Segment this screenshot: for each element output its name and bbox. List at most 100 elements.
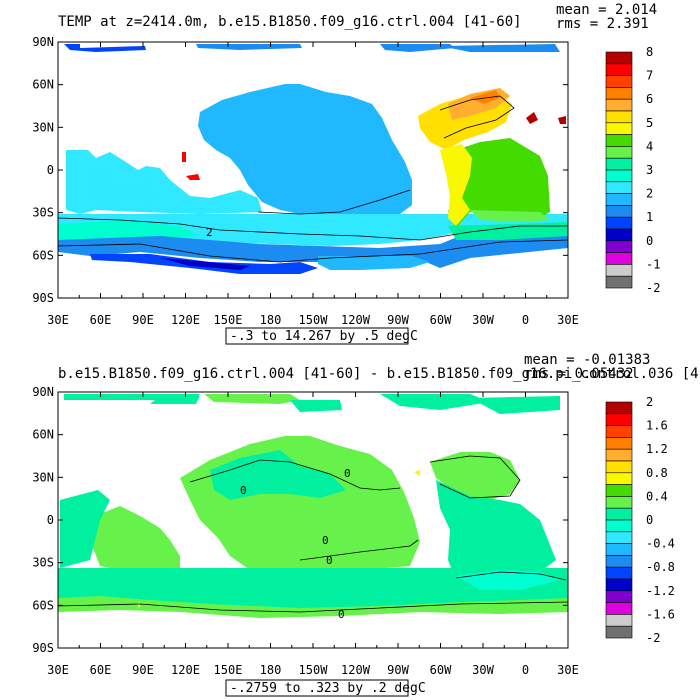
lon-label: 180: [260, 663, 282, 677]
southern-ocean-region: [58, 220, 200, 240]
range-note: -.3 to 14.267 by .5 degC: [230, 329, 418, 344]
colorbar: 2 1.6 1.2 0.8 0.4 0 -0.4 -0.8 -1.2 -1.6 -2: [605, 395, 675, 645]
colorbar-swatch: [605, 240, 633, 253]
colorbar-swatch: [605, 169, 633, 183]
colorbar-swatch: [605, 437, 633, 450]
lat-label: 0: [47, 513, 54, 527]
contour-line: [57, 239, 569, 263]
southern-ocean-region: [58, 214, 568, 246]
indian-ocean-region: [60, 490, 110, 568]
arctic-ocean-region: [380, 44, 455, 52]
lon-label: 30E: [557, 313, 579, 327]
arctic-ocean-region: [380, 394, 490, 410]
lat-label: 60N: [32, 78, 54, 92]
colorbar-swatch: [605, 63, 633, 76]
marginal-sea-region: [136, 602, 140, 608]
colorbar-swatch: [605, 205, 633, 218]
colorbar-swatch: [605, 507, 633, 521]
contour-label: 0: [344, 467, 351, 480]
lon-label: 90W: [387, 313, 409, 327]
lat-label: 60N: [32, 428, 54, 442]
lon-label: 60W: [430, 313, 452, 327]
lon-label: 0: [522, 663, 529, 677]
colorbar-swatch: [605, 157, 633, 171]
lon-label: 120E: [171, 313, 200, 327]
colorbar-swatch: [605, 602, 633, 615]
colorbar-swatch: [605, 448, 633, 462]
colorbar-label: -1.6: [646, 607, 675, 621]
mean-stat: mean = -0.01383: [524, 352, 650, 368]
contour-line: [455, 571, 567, 581]
lat-label: 90N: [32, 35, 54, 49]
lon-label: 150W: [299, 313, 329, 327]
arctic-ocean-region: [64, 44, 146, 52]
colorbar: 8 7 6 5 4 3 2 1 0 -1 -2: [605, 45, 660, 295]
southern-ocean-region: [318, 256, 430, 270]
lat-label: 90S: [32, 291, 54, 305]
colorbar-swatch: [605, 413, 633, 426]
contour-label: 0: [322, 534, 329, 547]
arctic-ocean-region: [196, 44, 302, 50]
map-axes: 90N 60N 30N 0 30S 60S 90S 30E 60E 90E 120E 150E 180 1…: [32, 35, 579, 327]
lon-label: 120W: [341, 663, 371, 677]
indian-ocean-region: [66, 150, 262, 214]
colorbar-swatch: [605, 496, 633, 509]
colorbar-swatch: [605, 484, 633, 497]
colorbar-swatch: [605, 75, 633, 88]
atlantic-ocean-region: [448, 138, 550, 228]
colorbar-label: 2: [646, 187, 653, 201]
lon-label: 150E: [214, 663, 243, 677]
atlantic-ocean-region: [440, 144, 472, 226]
colorbar-label: 1.2: [646, 442, 668, 456]
lon-label: 120W: [341, 313, 371, 327]
red-sea-region: [182, 152, 186, 162]
colorbar-swatch: [605, 460, 633, 474]
colorbar-swatch: [605, 531, 633, 544]
range-note: -.2759 to .323 by .2 degC: [230, 681, 426, 696]
colorbar-swatch: [605, 555, 633, 568]
colorbar-label: 6: [646, 92, 653, 106]
colorbar-swatch: [605, 472, 633, 485]
panel-top: TEMP at z=2414.0m, b.e15.B1850.f09_g16.c…: [32, 2, 660, 345]
colorbar-label: -2: [646, 281, 660, 295]
colorbar-swatch: [605, 216, 633, 230]
lon-label: 90E: [132, 663, 154, 677]
colorbar-swatch: [605, 110, 633, 124]
lat-label: 30N: [32, 120, 54, 134]
red-sea-region: [186, 174, 200, 180]
colorbar-swatch: [605, 228, 633, 242]
lon-label: 60E: [90, 313, 112, 327]
mean-stat: mean = 2.014: [556, 2, 657, 18]
rms-stat: rms = 0.05432: [524, 366, 634, 382]
map-axes: 90N 60N 30N 0 30S 60S 90S 30E 60E 90E 120E 150E 180 1…: [32, 385, 579, 677]
lon-label: 90E: [132, 313, 154, 327]
marginal-sea-region: [414, 470, 420, 476]
lon-label: 180: [260, 313, 282, 327]
colorbar-swatch: [605, 252, 633, 265]
colorbar-swatch: [605, 425, 633, 438]
pacific-ocean-region: [210, 450, 346, 500]
colorbar-swatch: [605, 590, 633, 603]
mediterranean-region: [526, 112, 538, 124]
lon-label: 30W: [472, 313, 494, 327]
lat-label: 0: [47, 163, 54, 177]
lat-label: 60S: [32, 598, 54, 612]
arctic-ocean-region: [150, 396, 200, 404]
lat-label: 90S: [32, 641, 54, 655]
lon-label: 60E: [90, 663, 112, 677]
lat-label: 30N: [32, 470, 54, 484]
colorbar-label: 7: [646, 69, 653, 83]
colorbar-label: -2: [646, 631, 660, 645]
lon-label: 90W: [387, 663, 409, 677]
atlantic-ocean-region: [436, 480, 556, 580]
colorbar-label: 5: [646, 116, 653, 130]
lon-label: 30E: [47, 663, 69, 677]
colorbar-swatch: [605, 134, 633, 147]
colorbar-label: 1: [646, 210, 653, 224]
lon-label: 60W: [430, 663, 452, 677]
colorbar-swatch: [605, 625, 633, 639]
map-bottom: 0 0 0 0 0: [57, 391, 569, 649]
lon-label: 0: [522, 313, 529, 327]
lon-label: 120E: [171, 663, 200, 677]
